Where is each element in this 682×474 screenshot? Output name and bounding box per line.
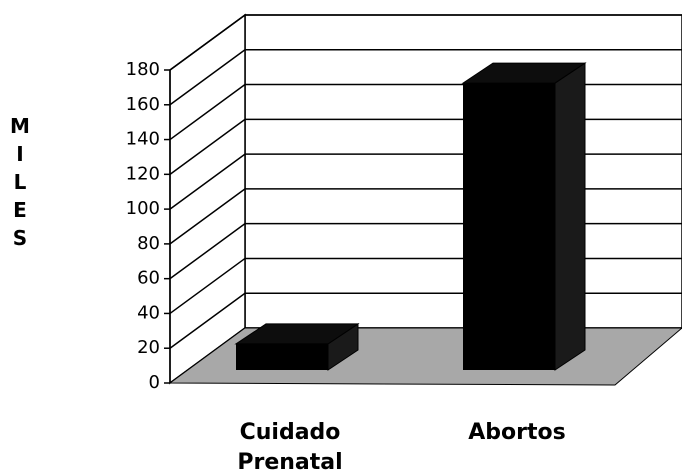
y-tick-label: 40 bbox=[137, 302, 160, 323]
bar bbox=[463, 83, 555, 370]
x-tick-label: Abortos bbox=[468, 420, 566, 445]
y-tick-label: 160 bbox=[126, 94, 160, 115]
y-tick-label: 120 bbox=[126, 163, 160, 184]
y-tick-label: 100 bbox=[126, 198, 160, 219]
y-axis-label: MILES bbox=[10, 114, 30, 250]
x-tick-label: Cuidado Prenatal bbox=[237, 420, 343, 474]
y-tick-label: 0 bbox=[149, 372, 160, 393]
y-tick-label: 60 bbox=[137, 268, 160, 289]
y-tick-label: 80 bbox=[137, 233, 160, 254]
grid-line bbox=[169, 14, 682, 71]
y-tick-label: 180 bbox=[126, 59, 160, 80]
y-tick-label: 20 bbox=[137, 337, 160, 358]
bar bbox=[236, 343, 328, 370]
bar-side bbox=[554, 62, 586, 371]
grid-line bbox=[169, 49, 682, 106]
y-tick-label: 140 bbox=[126, 129, 160, 150]
side-wall bbox=[169, 13, 246, 385]
